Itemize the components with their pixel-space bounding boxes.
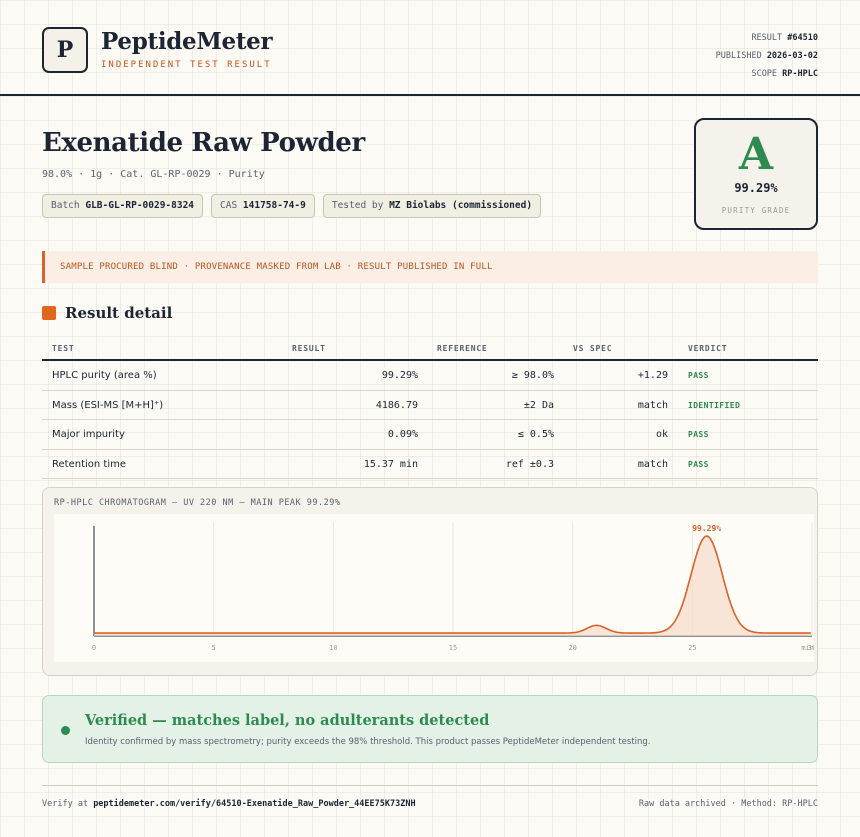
tested-by-value: MZ Biolabs (commissioned) [389, 200, 533, 211]
result-number: #64510 [787, 33, 818, 43]
cell-reference: ≥ 98.0% [511, 370, 554, 381]
cas-label: CAS [220, 200, 238, 211]
x-tick-label: 15 [449, 644, 457, 652]
x-tick-label: 10 [329, 644, 337, 652]
chromatogram-fill [94, 536, 812, 636]
verify-label: Verify at [42, 799, 89, 809]
chromatogram-line [94, 535, 811, 634]
provenance-banner: SAMPLE PROCURED BLIND · PROVENANCE MASKE… [42, 251, 818, 283]
table-row: Mass (ESI-MS [M+H]⁺) 4186.79 ±2 Da match… [42, 391, 818, 420]
header-reference: REFERENCE [437, 344, 488, 353]
section-square-icon [42, 306, 56, 320]
section-title: Result detail [65, 304, 173, 322]
cell-test: HPLC purity (area %) [52, 370, 157, 381]
product-subtitle: 98.0% · 1g · Cat. GL-RP-0029 · Purity [42, 169, 265, 180]
brand-subtitle: INDEPENDENT TEST RESULT [101, 60, 272, 70]
cell-vs-spec: match [637, 458, 668, 470]
peak-label: 99.29% [692, 524, 721, 533]
cell-test: Major impurity [52, 429, 125, 440]
brand-name: PeptideMeter [101, 28, 273, 55]
grade-letter: A [738, 129, 774, 180]
header-vs-spec: VS SPEC [573, 344, 613, 353]
page-header: P PeptideMeter INDEPENDENT TEST RESULT R… [0, 0, 860, 96]
x-tick-label: 5 [212, 644, 216, 652]
x-tick-label: 25 [688, 644, 696, 652]
cell-reference: ref ±0.3 [505, 458, 554, 470]
x-axis-unit: min [801, 644, 814, 652]
cas-value: 141758-74-9 [242, 200, 306, 211]
cell-verdict: PASS [688, 371, 709, 380]
table-header: TEST RESULT REFERENCE VS SPEC VERDICT [42, 338, 818, 361]
cell-result: 15.37 min [363, 458, 418, 470]
cell-result: 4186.79 [375, 399, 418, 411]
x-tick-label: 0 [92, 644, 96, 652]
cell-vs-spec: +1.29 [637, 370, 668, 381]
cell-verdict: PASS [688, 459, 709, 469]
result-label: RESULT [751, 33, 783, 43]
table-row: Major impurity 0.09% ≤ 0.5% ok PASS [42, 420, 818, 450]
tested-by-label: Tested by [331, 200, 384, 211]
table-row: Retention time 15.37 min ref ±0.3 match … [42, 450, 818, 479]
product-chips: Batch GLB-GL-RP-0029-8324 CAS 141758-74-… [42, 194, 542, 218]
batch-chip: Batch GLB-GL-RP-0029-8324 [42, 194, 204, 218]
cas-chip: CAS 141758-74-9 [211, 194, 315, 218]
header-result: RESULT [292, 344, 326, 353]
scope-label: SCOPE [751, 69, 778, 79]
chromatogram-plot: 0 5 10 15 20 25 30min 99.29% [92, 522, 814, 652]
cell-test: Retention time [52, 458, 126, 470]
table-row: HPLC purity (area %) 99.29% ≥ 98.0% +1.2… [42, 361, 818, 391]
result-table: TEST RESULT REFERENCE VS SPEC VERDICT HP… [42, 338, 818, 479]
cell-verdict: PASS [688, 430, 709, 439]
logo[interactable]: P [42, 27, 88, 73]
verified-text: Identity confirmed by mass spectrometry;… [85, 737, 651, 747]
batch-label: Batch [51, 200, 80, 211]
purity-grade-card: A 99.29% PURITY GRADE [694, 118, 818, 230]
header-verdict: VERDICT [688, 344, 728, 353]
chart-area: 0 5 10 15 20 25 30min 99.29% [54, 514, 814, 662]
cell-vs-spec: ok [655, 429, 668, 440]
chromatogram-card: RP-HPLC CHROMATOGRAM — UV 220 NM — MAIN … [42, 487, 818, 676]
cell-reference: ≤ 0.5% [517, 429, 554, 440]
cell-result: 0.09% [387, 429, 418, 440]
tested-by-chip: Tested by MZ Biolabs (commissioned) [322, 194, 542, 218]
cell-vs-spec: match [637, 399, 668, 411]
x-tick-label: 20 [568, 644, 576, 652]
footer-divider [42, 785, 818, 786]
cell-test: Mass (ESI-MS [M+H]⁺) [52, 399, 164, 411]
product-title: Exenatide Raw Powder [42, 128, 365, 158]
chart-title: RP-HPLC CHROMATOGRAM — UV 220 NM — MAIN … [54, 498, 341, 508]
x-tick-label: 30 [808, 644, 814, 652]
cell-reference: ±2 Da [523, 399, 554, 411]
verified-panel: Verified — matches label, no adulterants… [42, 695, 818, 763]
result-meta: RESULT #64510 PUBLISHED 2026-03-02 SCOPE… [716, 29, 818, 83]
cell-verdict: IDENTIFIED [688, 400, 741, 410]
verify-link[interactable]: peptidemeter.com/verify/64510-Exenatide_… [93, 799, 416, 809]
batch-value: GLB-GL-RP-0029-8324 [85, 200, 195, 211]
verified-title: Verified — matches label, no adulterants… [85, 712, 490, 729]
header-test: TEST [52, 344, 75, 353]
cell-result: 99.29% [381, 370, 418, 381]
grade-value: 99.29% [734, 181, 778, 195]
footer-archive: Raw data archived · Method: RP-HPLC [638, 799, 818, 809]
scope-value: RP-HPLC [782, 69, 818, 79]
published-label: PUBLISHED [715, 51, 762, 61]
grade-label: PURITY GRADE [721, 206, 791, 215]
verified-dot-icon [61, 726, 70, 735]
published-date: 2026-03-02 [766, 51, 818, 61]
footer-verify: Verify at peptidemeter.com/verify/64510-… [42, 799, 416, 809]
logo-letter: P [56, 37, 74, 63]
